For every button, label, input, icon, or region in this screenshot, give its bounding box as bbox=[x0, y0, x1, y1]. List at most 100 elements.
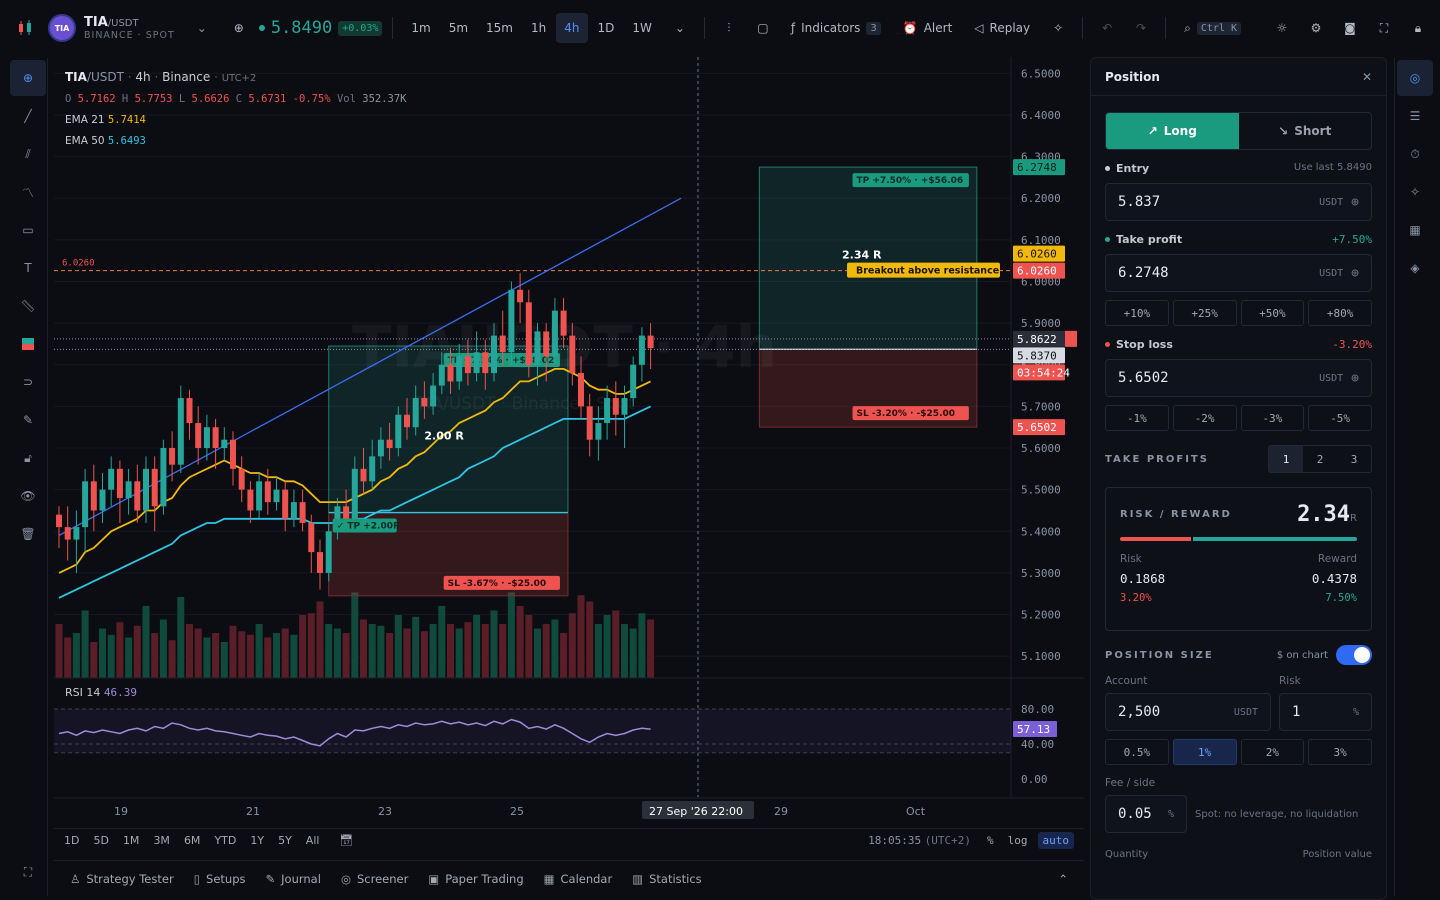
layers-icon[interactable]: ◈ bbox=[1410, 261, 1420, 275]
sl-chip[interactable]: -3% bbox=[1240, 405, 1305, 431]
range-1d[interactable]: 1D bbox=[64, 834, 80, 847]
entry-input[interactable]: 5.837 USDT ⊕ bbox=[1105, 183, 1372, 221]
fullscreen-icon[interactable]: ⛶ bbox=[1379, 20, 1389, 35]
tp-chip[interactable]: +50% bbox=[1240, 300, 1305, 326]
risk-chip[interactable]: 0.5% bbox=[1105, 739, 1169, 765]
chart-type-icon[interactable]: ⫶ bbox=[727, 20, 731, 35]
camera-icon[interactable]: ◙ bbox=[1344, 21, 1356, 35]
use-last-link[interactable]: Use last 5.8490 bbox=[1293, 162, 1372, 173]
log-toggle[interactable]: log bbox=[1007, 834, 1028, 847]
tp-count-3[interactable]: 3 bbox=[1350, 452, 1358, 466]
sl-chip[interactable]: -5% bbox=[1308, 405, 1372, 431]
tab-statistics[interactable]: ▥ Statistics bbox=[632, 872, 701, 886]
target-icon[interactable]: ⊕ bbox=[1351, 370, 1359, 386]
range-5d[interactable]: 5D bbox=[93, 834, 109, 847]
risk-chip[interactable]: 3% bbox=[1308, 739, 1372, 765]
risk-chip[interactable]: 1% bbox=[1172, 739, 1237, 765]
timeframe-4h[interactable]: 4h bbox=[556, 13, 588, 43]
timeframe-1W[interactable]: 1W bbox=[632, 21, 652, 35]
calendar-grid-icon[interactable]: ▦ bbox=[1409, 223, 1421, 237]
take-profit-input[interactable]: 6.2748 USDT ⊕ bbox=[1105, 254, 1372, 292]
timeframe-15m[interactable]: 15m bbox=[486, 21, 513, 35]
account-input[interactable]: 2,500 USDT bbox=[1105, 693, 1271, 731]
add-symbol-icon[interactable]: ⊕ bbox=[233, 21, 244, 35]
tp-chip[interactable]: +80% bbox=[1308, 300, 1372, 326]
alerts-clock-icon[interactable]: ⏱ bbox=[1410, 146, 1420, 161]
fee-input[interactable]: 0.05% bbox=[1105, 795, 1187, 833]
trendline-icon[interactable]: ╱ bbox=[24, 109, 32, 123]
strategy-icon[interactable]: ✧ bbox=[1053, 21, 1064, 35]
sl-chip[interactable]: -2% bbox=[1172, 405, 1237, 431]
auto-toggle[interactable]: auto bbox=[1037, 832, 1074, 849]
text-icon[interactable]: T bbox=[24, 261, 32, 275]
indicators-button[interactable]: ƒ Indicators 3 bbox=[783, 13, 889, 43]
tp-chip[interactable]: +10% bbox=[1105, 300, 1169, 326]
chart-area[interactable]: 6.5000 6.4000 6.3000 6.2000 6.1000 6.0000 5.90… bbox=[54, 57, 1084, 857]
timeframe-1m[interactable]: 1m bbox=[411, 21, 431, 35]
sl-chip[interactable]: -1% bbox=[1105, 405, 1169, 431]
percent-toggle[interactable]: % bbox=[987, 834, 994, 847]
tab-paper-trading[interactable]: ▣ Paper Trading bbox=[428, 872, 523, 886]
tp-count-1[interactable]: 1 bbox=[1269, 446, 1303, 472]
settings-sliders-icon[interactable]: ⚙ bbox=[1310, 21, 1322, 35]
undo-icon[interactable]: ↶ bbox=[1102, 21, 1113, 35]
tab-journal[interactable]: ✎ Journal bbox=[266, 872, 321, 886]
target-panel-icon[interactable]: ◎ bbox=[1397, 60, 1433, 96]
candles-icon[interactable] bbox=[8, 13, 42, 43]
magnet-icon[interactable]: ⊃ bbox=[22, 375, 34, 389]
range-6m[interactable]: 6M bbox=[183, 834, 201, 847]
search-shortcut: Ctrl K bbox=[1196, 21, 1241, 35]
range-all[interactable]: All bbox=[305, 834, 320, 847]
parallel-channel-icon[interactable]: ⫽ bbox=[25, 146, 31, 161]
replay-button[interactable]: ◁ Replay bbox=[966, 13, 1038, 43]
chevron-up-icon[interactable]: ⌃ bbox=[1058, 871, 1068, 886]
chevron-down-icon[interactable]: ⌄ bbox=[674, 21, 685, 35]
trash-icon[interactable]: 🗑︎ bbox=[20, 527, 36, 541]
tab-setups[interactable]: ▯ Setups bbox=[194, 872, 246, 886]
target-icon[interactable]: ⊕ bbox=[1351, 265, 1359, 281]
range-ytd[interactable]: YTD bbox=[214, 834, 237, 847]
watchlist-icon[interactable]: ☰ bbox=[1409, 109, 1421, 123]
crosshair-icon[interactable]: ⊕ bbox=[10, 60, 46, 96]
lock-icon[interactable]: 🔒︎ bbox=[1414, 20, 1422, 35]
redo-icon[interactable]: ↷ bbox=[1136, 21, 1147, 35]
fullscreen-corners-icon[interactable]: ⛶ bbox=[23, 864, 33, 879]
polyline-icon[interactable]: 〽 bbox=[21, 185, 34, 200]
volume-bar bbox=[116, 622, 124, 678]
stop-loss-input[interactable]: 5.6502 USDT ⊕ bbox=[1105, 359, 1372, 397]
timeframe-1D[interactable]: 1D bbox=[597, 21, 615, 35]
strategy-sparkle-icon[interactable]: ✧ bbox=[1409, 185, 1421, 199]
short-button[interactable]: ↘ Short bbox=[1239, 113, 1372, 149]
range-5y[interactable]: 5Y bbox=[278, 834, 292, 847]
timeframe-1h[interactable]: 1h bbox=[531, 21, 547, 35]
risk-chip[interactable]: 2% bbox=[1240, 739, 1305, 765]
search-button[interactable]: ⌕ Ctrl K bbox=[1176, 13, 1249, 43]
long-position-icon[interactable] bbox=[10, 326, 46, 362]
range-1m[interactable]: 1M bbox=[122, 834, 140, 847]
risk-input[interactable]: 1% bbox=[1279, 693, 1372, 731]
chevron-down-icon[interactable]: ⌄ bbox=[196, 21, 207, 35]
tab-strategy-tester[interactable]: ♙ Strategy Tester bbox=[70, 872, 174, 886]
eye-icon[interactable]: 👁︎ bbox=[20, 489, 36, 503]
rectangle-icon[interactable]: ▭ bbox=[22, 223, 34, 237]
unlock-icon[interactable]: 🔓︎ bbox=[24, 450, 32, 465]
alert-button[interactable]: ⏰ Alert bbox=[895, 13, 961, 43]
tp-count-2[interactable]: 2 bbox=[1316, 452, 1324, 466]
tp-chip[interactable]: +25% bbox=[1172, 300, 1237, 326]
long-button[interactable]: ↗ Long bbox=[1106, 113, 1239, 149]
range-3m[interactable]: 3M bbox=[153, 834, 170, 847]
pencil-icon[interactable]: ✎ bbox=[22, 413, 34, 427]
calendar-icon[interactable]: 📅︎ bbox=[339, 834, 354, 847]
price-chart[interactable]: 6.50006.40006.30006.20006.10006.00005.90… bbox=[54, 57, 1084, 857]
range-1y[interactable]: 1Y bbox=[250, 834, 265, 847]
symbol-selector[interactable]: TIA TIA/USDT BINANCE · SPOT ⌄ bbox=[48, 14, 219, 42]
close-icon[interactable]: ✕ bbox=[1361, 69, 1372, 84]
on-chart-toggle[interactable] bbox=[1336, 645, 1372, 665]
timeframe-5m[interactable]: 5m bbox=[448, 21, 469, 35]
tab-screener[interactable]: ◎ Screener bbox=[341, 872, 408, 886]
layout-square-icon[interactable]: ▢ bbox=[757, 21, 769, 35]
theme-sun-icon[interactable]: ☼ bbox=[1276, 21, 1288, 35]
tab-calendar[interactable]: ▦ Calendar bbox=[544, 872, 613, 886]
ruler-icon[interactable]: 📏︎ bbox=[20, 299, 36, 313]
target-icon[interactable]: ⊕ bbox=[1351, 194, 1359, 210]
